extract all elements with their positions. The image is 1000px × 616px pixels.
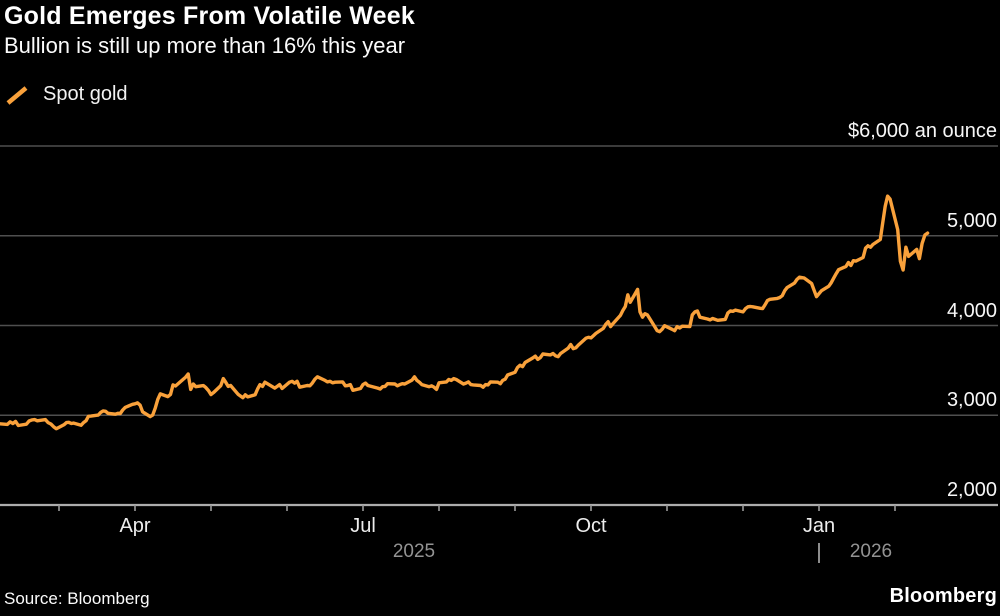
y-axis-label: 2,000 <box>946 479 997 501</box>
x-axis-month-label: Jan <box>802 515 836 537</box>
x-axis-month-label: Jul <box>350 515 376 537</box>
source-note: Source: Bloomberg <box>4 589 150 608</box>
legend-slash-icon <box>6 85 28 105</box>
x-axis-month-label: Oct <box>575 515 607 537</box>
legend: Spot gold <box>5 83 128 106</box>
spot-gold-line <box>0 194 930 431</box>
chart-subtitle: Bullion is still up more than 16% this y… <box>4 33 406 58</box>
chart-title: Gold Emerges From Volatile Week <box>4 2 415 30</box>
y-axis-label: 4,000 <box>946 299 997 322</box>
year-separator <box>818 543 820 563</box>
y-axis-label: $6,000 an ounce <box>847 120 997 142</box>
y-axis-label: 3,000 <box>946 389 997 412</box>
bloomberg-logo: Bloomberg <box>889 585 997 607</box>
x-axis-month-label: Apr <box>119 515 151 537</box>
y-axis-label: 5,000 <box>946 209 997 232</box>
price-plot <box>0 145 998 511</box>
year-label-2026: 2026 <box>849 541 893 562</box>
year-label-2025: 2025 <box>392 541 436 562</box>
legend-label: Spot gold <box>43 83 128 105</box>
